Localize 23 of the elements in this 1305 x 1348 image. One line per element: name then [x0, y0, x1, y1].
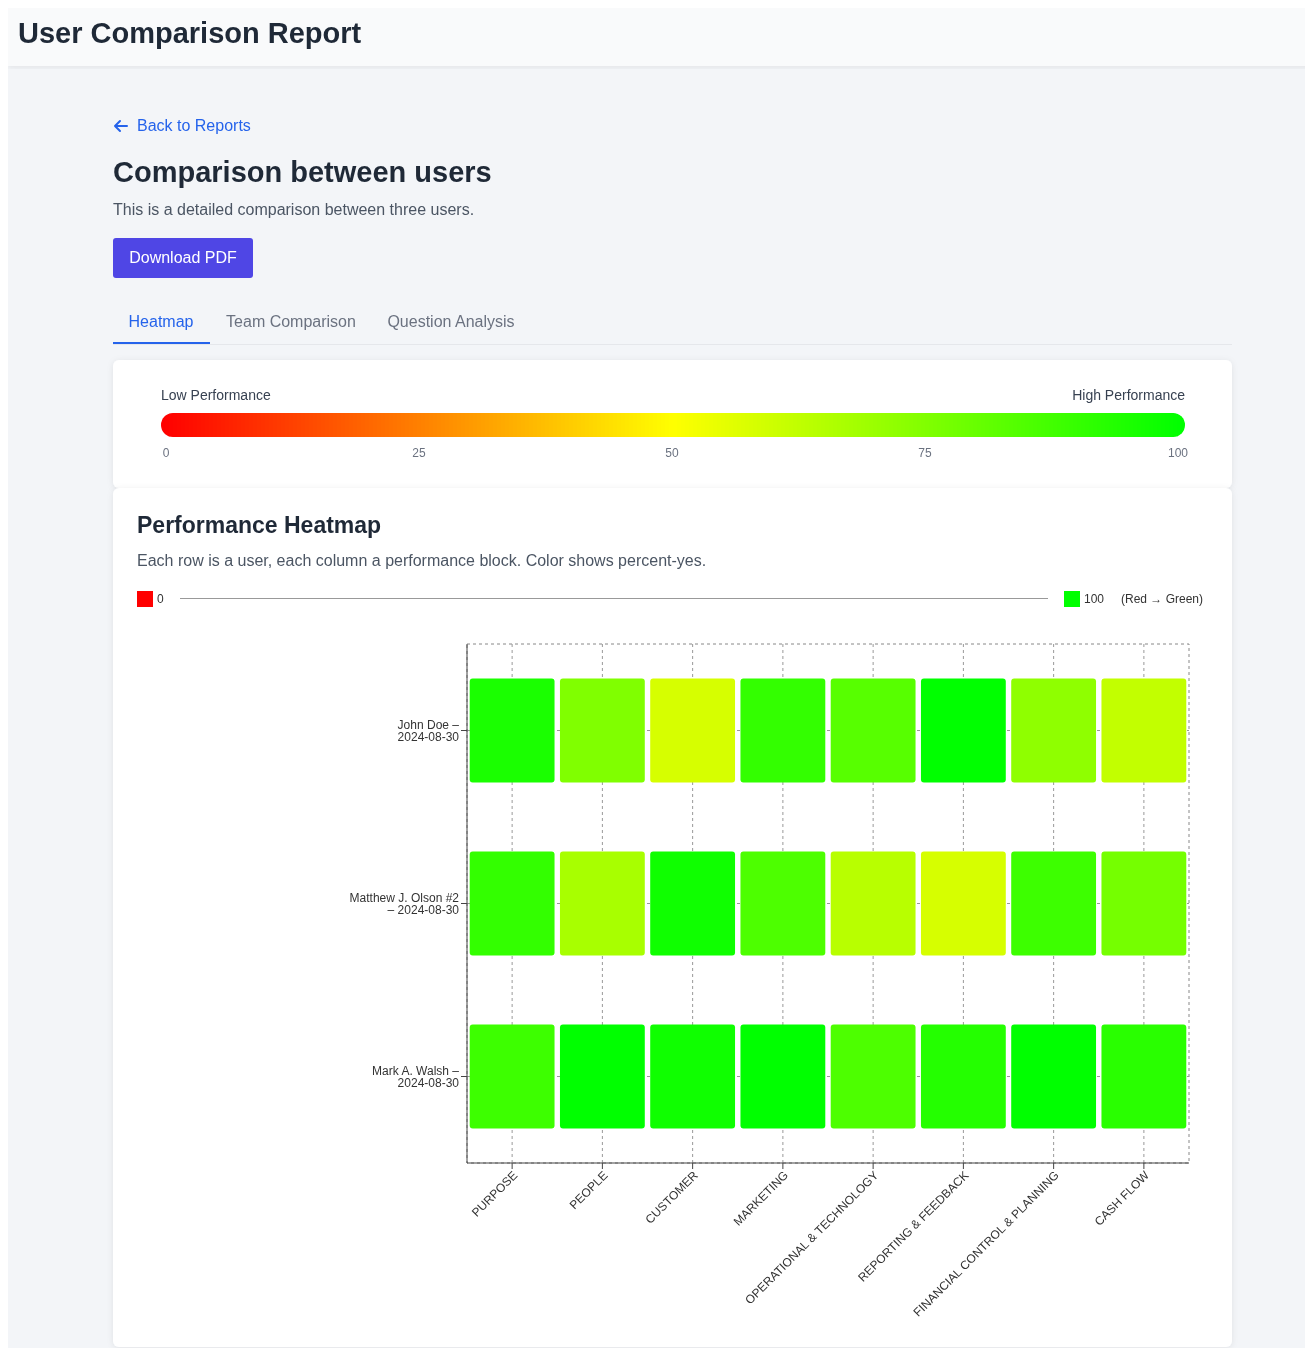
text: High Performance: [1072, 387, 1186, 403]
text: Heatmap: [128, 313, 194, 330]
text: Low Performance: [161, 387, 271, 403]
y-tick-label: Mark A. Walsh – 2024-08-30: [372, 1063, 460, 1090]
text: Comparison between users: [113, 156, 492, 188]
text: User Comparison Report: [18, 17, 362, 49]
y-tick-label: John Doe – 2024-08-30: [397, 717, 460, 744]
color-bar-label: 25: [412, 446, 426, 460]
text: Team Comparison: [226, 313, 356, 330]
text: (Red → Green): [1121, 592, 1204, 606]
text: Download PDF: [129, 249, 238, 266]
text: Performance Heatmap: [137, 512, 382, 538]
text: Back to Reports: [137, 117, 251, 134]
text: 100: [1084, 592, 1105, 606]
text: This is a detailed comparison between three users.: [113, 201, 475, 218]
y-tick-label: Matthew J. Olson #2 – 2024-08-30: [349, 890, 460, 917]
color-bar-label: 50: [665, 446, 679, 460]
chart-subtitle: Each row is a user, each column a performance block. Color shows percent-yes.: [137, 552, 707, 569]
color-bar-label: 75: [918, 446, 932, 460]
color-bar-label: 100: [1167, 446, 1189, 460]
text: Question Analysis: [387, 313, 515, 330]
text: 0: [157, 592, 164, 606]
color-bar-label: 0: [162, 446, 170, 460]
